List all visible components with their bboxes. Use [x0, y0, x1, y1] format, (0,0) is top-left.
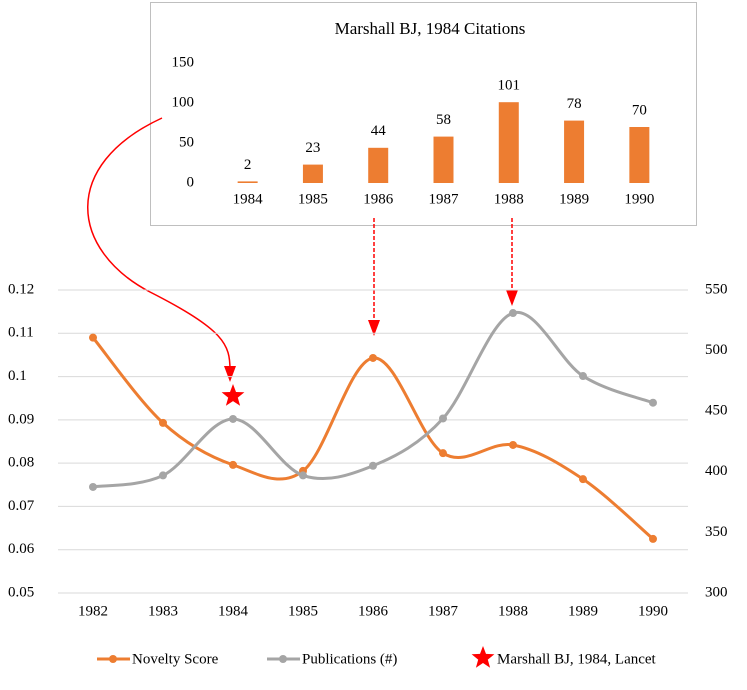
bar [629, 127, 650, 183]
series-line [91, 336, 654, 541]
legend-label: Marshall BJ, 1984, Lancet [497, 651, 657, 667]
point [649, 534, 657, 543]
data-label: 44 [371, 123, 387, 139]
y-tick-label: 100 [172, 94, 195, 110]
point [649, 398, 657, 407]
point [439, 449, 447, 458]
y-tick-label: 0.1 [8, 368, 27, 384]
inset-title: Marshall BJ, 1984 Citations [335, 19, 526, 38]
legend-swatch [471, 646, 495, 668]
point [229, 460, 237, 469]
bar [237, 181, 258, 183]
star-marker [221, 384, 245, 406]
inset-frame [150, 2, 697, 226]
bar [564, 120, 585, 183]
data-label: 78 [567, 96, 582, 112]
y-tick-label: 0.06 [8, 541, 35, 557]
point [229, 414, 237, 423]
x-tick-label: 1990 [624, 191, 654, 207]
x-tick-label: 1988 [494, 191, 524, 207]
data-label: 70 [632, 102, 647, 118]
point [159, 471, 167, 480]
y-tick-label: 0.09 [8, 411, 34, 427]
x-tick-label: 1984 [233, 191, 264, 207]
point [89, 482, 97, 491]
x-tick-label: 1989 [568, 603, 598, 619]
legend-swatch [279, 655, 287, 663]
legend-label: Novelty Score [132, 651, 219, 667]
y2-tick-label: 400 [705, 463, 728, 479]
x-tick-label: 1987 [428, 603, 459, 619]
x-tick-label: 1987 [429, 191, 460, 207]
point [509, 309, 517, 318]
y-tick-label: 0.11 [8, 325, 34, 341]
arrow-head [368, 320, 380, 336]
x-tick-label: 1986 [363, 191, 394, 207]
y-tick-label: 0 [187, 174, 195, 190]
point [579, 475, 587, 484]
point [369, 353, 377, 362]
arrow-head [224, 366, 236, 382]
data-label: 23 [305, 140, 320, 156]
y-tick-label: 50 [179, 134, 194, 150]
bar [368, 147, 389, 183]
y2-tick-label: 300 [705, 584, 728, 600]
point [369, 461, 377, 470]
y-tick-label: 0.07 [8, 498, 35, 514]
y2-tick-label: 450 [705, 403, 728, 419]
x-tick-label: 1985 [288, 603, 318, 619]
y-tick-label: 0.08 [8, 455, 34, 471]
y2-tick-label: 500 [705, 342, 728, 358]
x-tick-label: 1986 [358, 603, 389, 619]
bar [498, 102, 519, 183]
y-tick-label: 0.05 [8, 584, 34, 600]
point [89, 333, 97, 342]
x-tick-label: 1983 [148, 603, 178, 619]
x-tick-label: 1985 [298, 191, 328, 207]
x-tick-label: 1989 [559, 191, 589, 207]
legend-swatch [109, 655, 117, 663]
y-tick-label: 0.12 [8, 281, 34, 297]
legend-label: Publications (#) [302, 651, 397, 667]
x-tick-label: 1984 [218, 603, 249, 619]
data-label: 101 [498, 78, 521, 94]
x-tick-label: 1988 [498, 603, 528, 619]
point [299, 471, 307, 480]
y-tick-label: 150 [172, 54, 195, 70]
legend: Novelty Score Publications (#) Marshall … [97, 646, 657, 668]
bar [302, 164, 323, 183]
x-tick-label: 1990 [638, 603, 668, 619]
arrow-head [506, 290, 518, 306]
series-line [92, 311, 654, 489]
data-label: 58 [436, 112, 451, 128]
data-label: 2 [244, 157, 252, 173]
point [509, 440, 517, 449]
y2-tick-label: 350 [705, 524, 728, 540]
x-tick-label: 1982 [78, 603, 108, 619]
point [439, 414, 447, 423]
point [159, 418, 167, 427]
bar [433, 136, 454, 183]
annotation-arrow [87, 117, 231, 371]
point [579, 372, 587, 381]
y2-tick-label: 550 [705, 281, 728, 297]
